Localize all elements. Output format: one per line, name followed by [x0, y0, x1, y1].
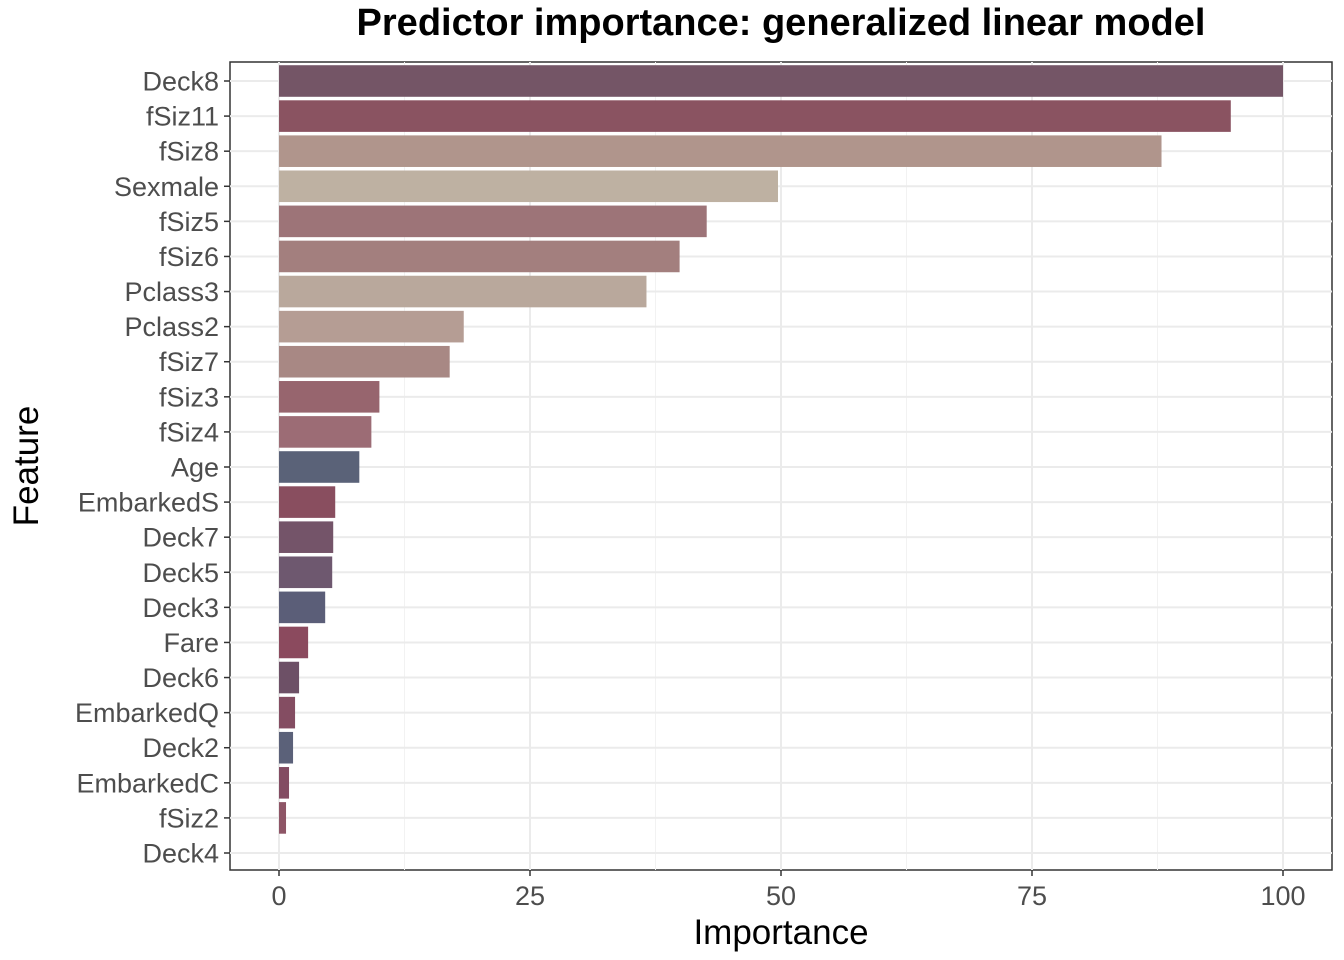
y-axis-title: Feature	[7, 406, 46, 527]
y-tick-label: fSiz6	[159, 242, 219, 272]
bar-Pclass2	[279, 310, 464, 343]
y-tick-label: fSiz2	[159, 803, 219, 833]
bar-EmbarkedC	[279, 767, 290, 799]
bar-fSiz6	[279, 240, 680, 273]
bar-fSiz11	[279, 100, 1231, 132]
bar-Deck6	[279, 661, 300, 694]
y-tick-label: Deck5	[142, 558, 219, 588]
y-tick-label: Pclass2	[124, 312, 219, 342]
bar-fSiz3	[279, 381, 380, 413]
bar-Sexmale	[279, 170, 778, 203]
x-tick-label: 100	[1260, 881, 1305, 911]
bar-Deck8	[279, 65, 1283, 97]
bar-Deck2	[279, 731, 294, 764]
axis-layer: Deck8 fSiz11 fSiz8 Sexmale fSiz5 fSiz6 Pclass3…	[75, 67, 1306, 912]
bar-fSiz2	[279, 802, 287, 834]
y-tick-label: Deck8	[142, 67, 219, 97]
y-tick-label: Pclass3	[124, 277, 219, 307]
y-tick-label: EmbarkedS	[78, 488, 219, 518]
y-tick-label: Deck3	[142, 593, 219, 623]
bar-Deck3	[279, 591, 326, 624]
y-tick-label: Deck4	[142, 839, 219, 869]
bar-fSiz7	[279, 345, 450, 378]
y-tick-label: fSiz5	[159, 207, 219, 237]
bar-EmbarkedS	[279, 486, 336, 518]
y-tick-label: Deck6	[142, 663, 219, 693]
bar-fSiz4	[279, 416, 372, 448]
x-tick-label: 25	[515, 881, 545, 911]
y-tick-label: fSiz8	[159, 137, 219, 167]
x-tick-label: 50	[766, 881, 796, 911]
y-tick-label: fSiz3	[159, 382, 219, 412]
y-tick-label: Age	[171, 453, 219, 483]
y-tick-label: Sexmale	[114, 172, 219, 202]
y-tick-label: fSiz4	[159, 417, 219, 447]
y-tick-label: fSiz11	[146, 102, 219, 132]
y-tick-label: Deck2	[142, 733, 219, 763]
y-tick-label: Deck7	[142, 523, 219, 553]
bar-EmbarkedQ	[279, 696, 296, 729]
x-axis-title: Importance	[693, 913, 868, 952]
y-tick-label: Fare	[163, 628, 219, 658]
y-tick-label: EmbarkedQ	[75, 698, 219, 728]
bar-Deck5	[279, 556, 333, 589]
y-tick-label: EmbarkedC	[76, 768, 219, 798]
x-tick-label: 75	[1017, 881, 1047, 911]
bar-Pclass3	[279, 275, 647, 308]
bar-Deck7	[279, 521, 334, 553]
x-tick-label: 0	[271, 881, 286, 911]
bar-fSiz5	[279, 205, 707, 238]
bar-Fare	[279, 626, 309, 659]
y-tick-label: fSiz7	[159, 347, 219, 377]
bar-layer	[279, 65, 1283, 834]
bar-Age	[279, 451, 360, 483]
chart-title: Predictor importance: generalized linear…	[356, 2, 1206, 44]
bar-fSiz8	[279, 135, 1162, 167]
